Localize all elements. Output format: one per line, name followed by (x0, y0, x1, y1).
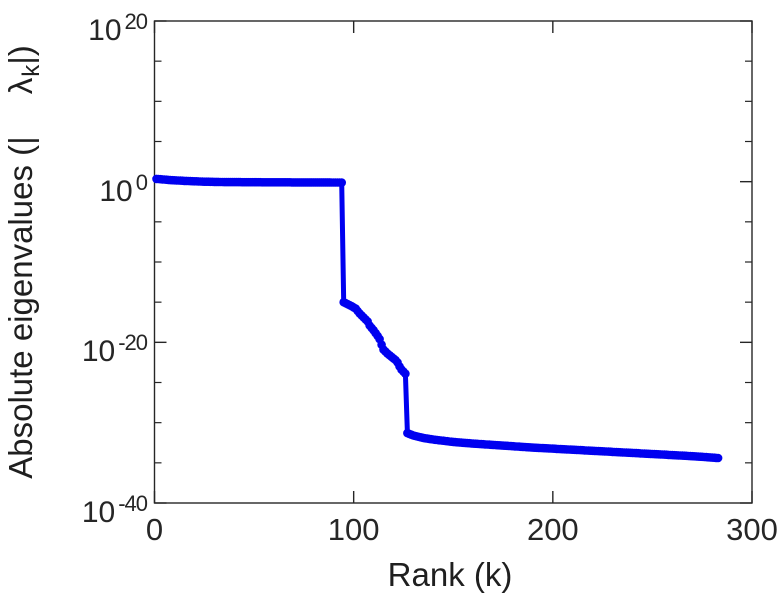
curve-point-markers (152, 174, 723, 463)
y-tick-label: 10 -20 (81, 330, 148, 369)
y-tick-label: 10 -40 (81, 491, 148, 529)
y-axis-label: Absolute eigenvalues (| λk|) (2, 45, 46, 479)
x-tick-label: 200 (526, 512, 579, 547)
x-tick-label: 0 (145, 512, 164, 547)
y-axis-label-suffix: |) (2, 45, 39, 65)
x-axis-label: Rank (k) (387, 556, 513, 593)
eigenvalue-curve (154, 176, 721, 461)
y-tick-label: 10 0 (99, 169, 148, 208)
lambda-symbol: λ (2, 77, 39, 95)
y-tick-label: 10 20 (88, 9, 148, 47)
lambda-subscript: k (18, 64, 45, 77)
axis-box (153, 20, 753, 504)
x-tick-label: 100 (327, 512, 380, 547)
x-tick-label: 300 (726, 512, 778, 547)
y-axis-label-text: Absolute eigenvalues (| (2, 136, 39, 479)
